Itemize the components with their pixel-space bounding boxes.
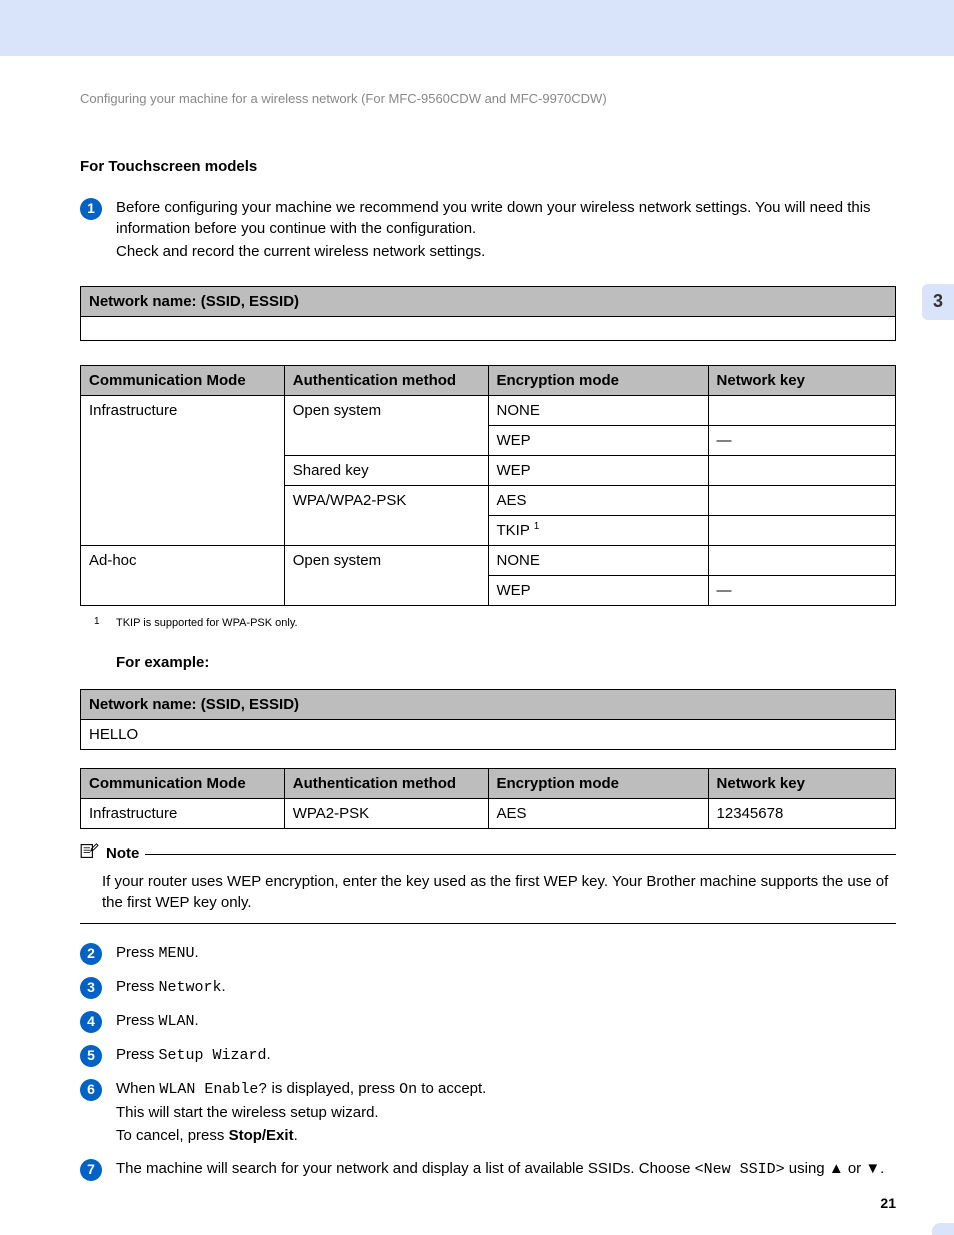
page-number: 21 — [880, 1194, 896, 1214]
step-1: 1 Before configuring your machine we rec… — [80, 197, 896, 264]
modes-th-2: Authentication method — [284, 366, 488, 396]
note-rule-top — [145, 854, 896, 855]
heading-for-example: For example: — [116, 652, 896, 673]
step-6-line-2: This will start the wireless setup wizar… — [116, 1102, 896, 1123]
modes-r5-c3: NONE — [488, 546, 708, 576]
ex-r-c4: 12345678 — [708, 798, 895, 828]
modes-r2-c4 — [708, 456, 895, 486]
ssid-value — [81, 317, 896, 341]
step-badge-5: 5 — [80, 1045, 102, 1067]
modes-r3-c2: WPA/WPA2-PSK — [284, 486, 488, 546]
step-4-text: Press WLAN. — [116, 1010, 896, 1032]
ex-th-3: Encryption mode — [488, 768, 708, 798]
note-body: If your router uses WEP encryption, ente… — [102, 871, 896, 913]
modes-th-3: Encryption mode — [488, 366, 708, 396]
heading-touchscreen: For Touchscreen models — [80, 156, 896, 177]
note-rule-bottom — [80, 923, 896, 924]
note-block: Note If your router uses WEP encryption,… — [80, 843, 896, 924]
example-modes-table: Communication Mode Authentication method… — [80, 768, 896, 829]
modes-r3-c3: AES — [488, 486, 708, 516]
modes-r3-c4 — [708, 486, 895, 516]
step-2-text: Press MENU. — [116, 942, 896, 964]
example-ssid-table: Network name: (SSID, ESSID) HELLO — [80, 689, 896, 750]
step-5-text: Press Setup Wizard. — [116, 1044, 896, 1066]
step-7: 7 The machine will search for your netwo… — [80, 1158, 896, 1182]
step-4: 4 Press WLAN. — [80, 1010, 896, 1034]
note-label: Note — [106, 843, 139, 864]
ex-th-1: Communication Mode — [81, 768, 285, 798]
modes-r0-c3: NONE — [488, 396, 708, 426]
step-5: 5 Press Setup Wizard. — [80, 1044, 896, 1068]
step-6-line-1: When WLAN Enable? is displayed, press On… — [116, 1078, 896, 1100]
ex-th-2: Authentication method — [284, 768, 488, 798]
footnote-text: TKIP is supported for WPA-PSK only. — [116, 617, 298, 629]
ex-th-4: Network key — [708, 768, 895, 798]
top-band — [0, 0, 954, 56]
step-1-text-2: Check and record the current wireless ne… — [116, 241, 896, 262]
footnote: 1 TKIP is supported for WPA-PSK only. — [116, 616, 896, 631]
modes-r4-c3: TKIP 1 — [488, 516, 708, 546]
modes-r0-c4 — [708, 396, 895, 426]
modes-r1-c4: — — [708, 426, 895, 456]
example-ssid-value: HELLO — [81, 719, 896, 749]
modes-r0-c1: Infrastructure — [81, 396, 285, 546]
step-badge-1: 1 — [80, 198, 102, 220]
ex-r-c2: WPA2-PSK — [284, 798, 488, 828]
modes-table: Communication Mode Authentication method… — [80, 365, 896, 606]
ex-r-c1: Infrastructure — [81, 798, 285, 828]
step-6: 6 When WLAN Enable? is displayed, press … — [80, 1078, 896, 1148]
modes-r5-c4 — [708, 546, 895, 576]
modes-r6-c3: WEP — [488, 576, 708, 606]
modes-r4-c4 — [708, 516, 895, 546]
modes-r2-c3: WEP — [488, 456, 708, 486]
modes-r5-c1: Ad-hoc — [81, 546, 285, 606]
note-icon — [80, 843, 100, 865]
step-badge-4: 4 — [80, 1011, 102, 1033]
step-1-text-1: Before configuring your machine we recom… — [116, 197, 896, 239]
ex-r-c3: AES — [488, 798, 708, 828]
modes-th-4: Network key — [708, 366, 895, 396]
modes-r6-c4: — — [708, 576, 895, 606]
step-badge-2: 2 — [80, 943, 102, 965]
step-badge-7: 7 — [80, 1159, 102, 1181]
step-badge-3: 3 — [80, 977, 102, 999]
modes-th-1: Communication Mode — [81, 366, 285, 396]
modes-r5-c2: Open system — [284, 546, 488, 606]
modes-r2-c2: Shared key — [284, 456, 488, 486]
ssid-table: Network name: (SSID, ESSID) — [80, 286, 896, 341]
step-3-text: Press Network. — [116, 976, 896, 998]
step-6-line-3: To cancel, press Stop/Exit. — [116, 1125, 896, 1146]
footnote-sup: 1 — [94, 615, 100, 629]
step-2: 2 Press MENU. — [80, 942, 896, 966]
step-7-text: The machine will search for your network… — [116, 1158, 896, 1180]
step-3: 3 Press Network. — [80, 976, 896, 1000]
modes-r1-c3: WEP — [488, 426, 708, 456]
modes-r0-c2: Open system — [284, 396, 488, 456]
page-content: Configuring your machine for a wireless … — [0, 56, 954, 1232]
step-badge-6: 6 — [80, 1079, 102, 1101]
breadcrumb: Configuring your machine for a wireless … — [80, 86, 896, 108]
example-ssid-header: Network name: (SSID, ESSID) — [81, 689, 896, 719]
ssid-header: Network name: (SSID, ESSID) — [81, 287, 896, 317]
